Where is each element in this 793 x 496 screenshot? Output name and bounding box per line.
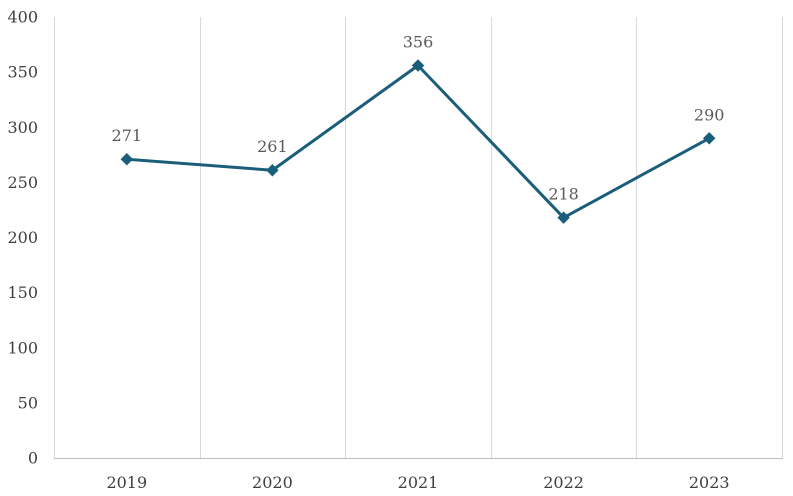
y-tick-label: 50	[18, 393, 38, 412]
data-labels: 271 261 356 218 290	[112, 33, 725, 204]
y-axis-tick-labels: 0 50 100 150 200 250 300 350 400	[7, 8, 38, 468]
y-tick-label: 400	[7, 8, 38, 27]
y-tick-label: 250	[7, 173, 38, 192]
y-tick-label: 350	[7, 63, 38, 82]
x-tick-label: 2019	[106, 473, 147, 492]
data-label: 271	[112, 126, 143, 145]
data-label: 356	[403, 33, 434, 52]
x-tick-label: 2022	[543, 473, 584, 492]
data-point-marker	[557, 211, 570, 224]
series-line	[126, 64, 710, 220]
y-tick-label: 150	[7, 283, 38, 302]
data-point-marker	[266, 164, 279, 177]
y-tick-label: 200	[7, 228, 38, 247]
x-tick-label: 2023	[689, 473, 730, 492]
x-tick-label: 2020	[252, 473, 293, 492]
grid-lines	[54, 17, 783, 458]
y-tick-label: 100	[7, 338, 38, 357]
data-label: 261	[257, 137, 288, 156]
data-point-marker	[411, 59, 425, 72]
y-tick-label: 0	[28, 449, 38, 468]
data-point-marker	[120, 153, 134, 166]
y-tick-label: 300	[7, 118, 38, 137]
series-line-path	[126, 64, 710, 220]
x-axis-tick-labels: 2019 2020 2021 2022 2023	[106, 473, 729, 492]
data-label: 290	[694, 105, 725, 124]
x-tick-label: 2021	[398, 473, 439, 492]
series-markers	[120, 59, 716, 224]
data-label: 218	[548, 185, 579, 204]
data-point-marker	[702, 132, 716, 145]
